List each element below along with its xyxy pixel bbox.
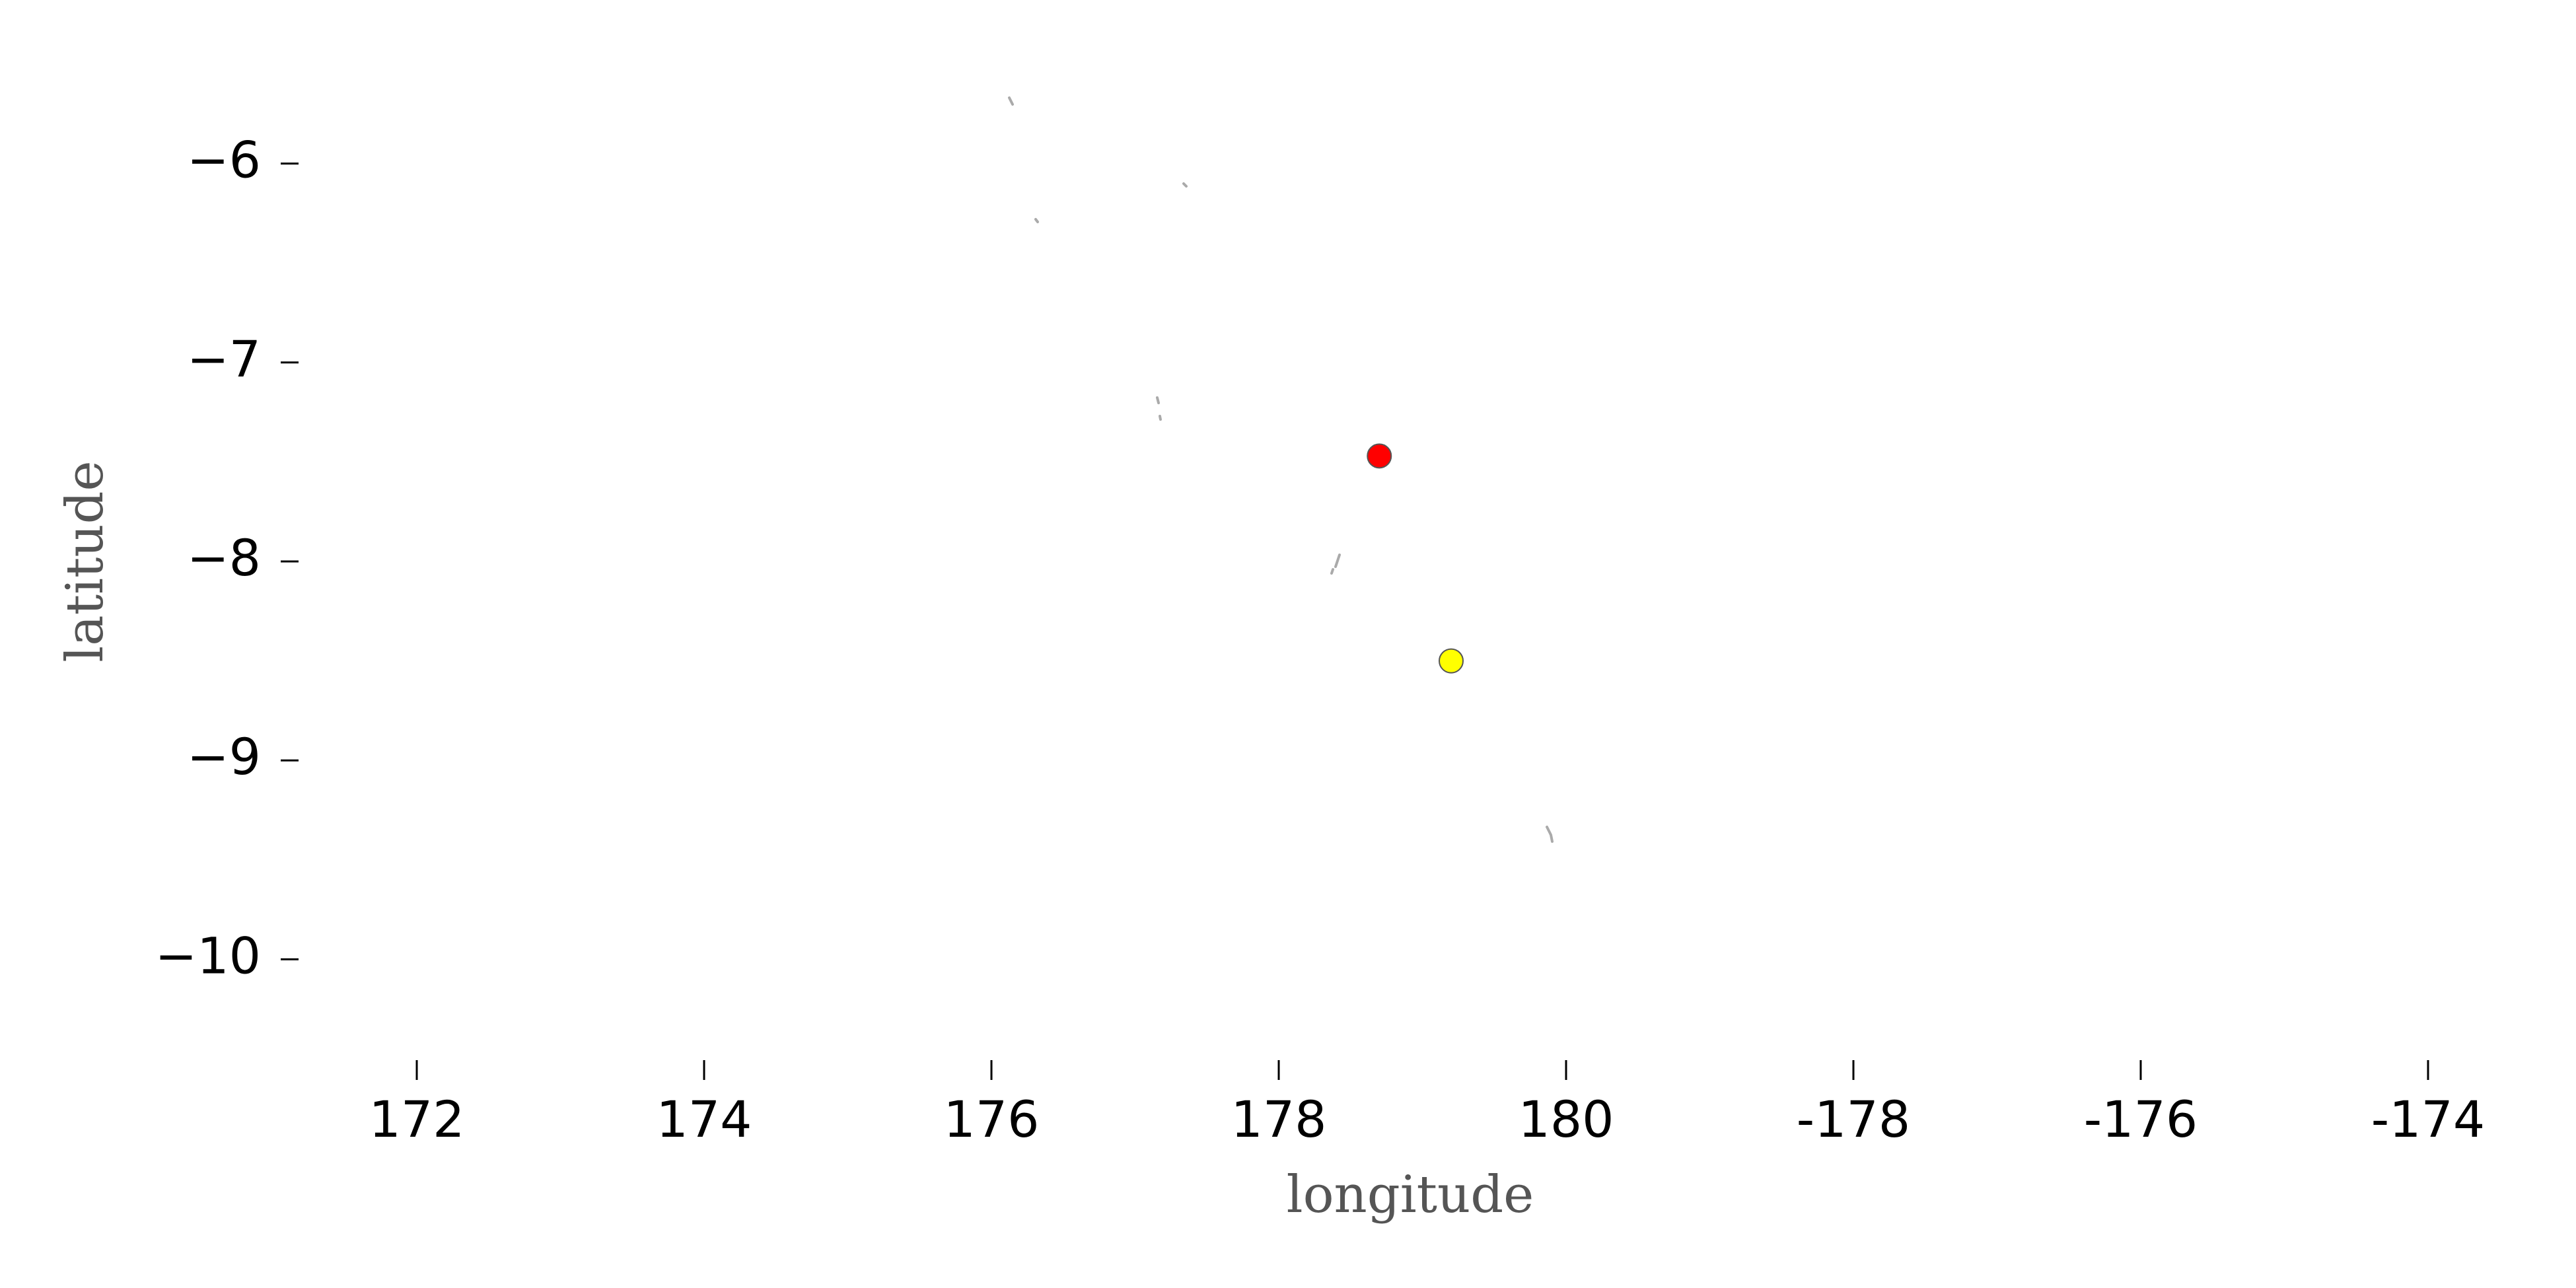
island: [1330, 554, 1341, 575]
y-tick-label: −10: [155, 926, 261, 985]
x-tick-label: 174: [656, 1090, 752, 1149]
marker: [1367, 443, 1392, 469]
y-tick-label: −6: [187, 131, 261, 190]
island: [1182, 182, 1188, 188]
island: [1156, 396, 1162, 421]
y-axis-label: latitude: [55, 460, 115, 662]
x-tick-label: 180: [1518, 1090, 1614, 1149]
islands: [1008, 96, 1554, 843]
island: [1008, 96, 1014, 106]
x-tick-label: -178: [1797, 1090, 1910, 1149]
y-tick-label: −7: [187, 330, 261, 388]
y-tick-label: −8: [187, 528, 261, 587]
y-tick-label: −9: [187, 727, 261, 786]
x-tick-label: -174: [2371, 1090, 2485, 1149]
x-tick-label: -176: [2084, 1090, 2198, 1149]
island: [1546, 826, 1554, 843]
x-tick-label: 172: [369, 1090, 464, 1149]
island: [1034, 218, 1039, 223]
x-axis-label: longitude: [1287, 1165, 1534, 1225]
x-tick-label: 176: [943, 1090, 1039, 1149]
marker: [1439, 648, 1464, 674]
x-tick-label: 178: [1231, 1090, 1326, 1149]
